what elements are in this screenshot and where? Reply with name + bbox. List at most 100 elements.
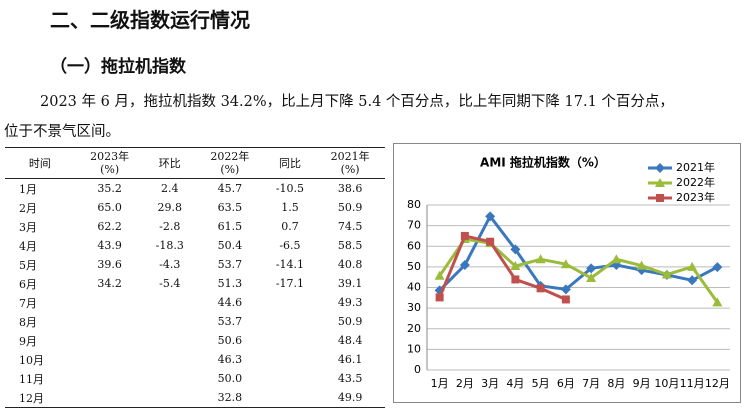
- table-cell: 2.4: [160, 182, 179, 195]
- table-row: 7月 44.6 49.3: [5, 293, 385, 312]
- series-line: [438, 213, 719, 292]
- x-tick-label: 6月: [557, 377, 575, 390]
- y-tick-label: 20: [407, 322, 421, 335]
- table-cell: -18.3: [155, 239, 184, 252]
- y-tick-label: 30: [407, 301, 421, 314]
- point: [510, 244, 521, 255]
- header-cell: 时间: [5, 147, 75, 179]
- table-row: 11月 50.0 43.5: [5, 369, 385, 388]
- table-cell: 1月: [19, 182, 37, 196]
- header-line: 2021年: [330, 150, 370, 163]
- y-tick-label: 0: [414, 363, 421, 376]
- table-cell: 50.9: [337, 201, 363, 214]
- header-line: 环比: [158, 156, 181, 170]
- point: [510, 261, 521, 271]
- table-cell: 50.4: [217, 239, 243, 252]
- header-line: (%): [340, 163, 360, 176]
- paragraph-line: 位于不景气区间。: [4, 124, 120, 140]
- table-cell: 2月: [19, 201, 37, 215]
- chart-frame: [393, 143, 741, 403]
- x-tick-label: 12月: [705, 377, 730, 390]
- table-cell: 63.5: [217, 201, 243, 214]
- table-cell: 40.8: [337, 258, 363, 271]
- point: [661, 269, 672, 279]
- table-cell: 32.8: [194, 388, 265, 408]
- point: [485, 211, 496, 222]
- header-cell: 2023年 (%): [74, 147, 145, 179]
- series-line: [438, 234, 567, 301]
- table-cell: [75, 369, 145, 388]
- header-line: 2022年: [210, 150, 250, 163]
- point: [460, 231, 469, 240]
- point: [611, 260, 622, 271]
- table-cell: [75, 293, 145, 312]
- table: 时间 2023年 (%) 环比 2022年 (%) 同比 2021年 (%) 1月 35.2 2.4 4…: [5, 147, 385, 408]
- x-tick-label: 4月: [506, 377, 524, 390]
- table-cell: 50.6: [217, 334, 243, 347]
- table-cell: [145, 312, 195, 331]
- table-cell: -10.5: [275, 182, 305, 195]
- table-row: 3月 62.2 -2.8 61.5 0.7 74.5: [5, 217, 385, 236]
- legend-label: 2023年: [676, 190, 715, 204]
- table-cell: 74.5: [337, 220, 363, 233]
- table-cell: [75, 312, 145, 331]
- table-cell: 53.7: [217, 258, 243, 271]
- table-cell: 4月: [19, 239, 37, 253]
- table-cell: [75, 350, 145, 369]
- table-row: 5月 39.6 -4.3 53.7 -14.1 40.8: [5, 255, 385, 274]
- table-cell: 11月: [19, 372, 44, 386]
- x-tick-label: 7月: [582, 377, 600, 390]
- table-cell: [145, 293, 195, 312]
- table-cell: 35.2: [97, 182, 122, 195]
- x-tick-label: 5月: [532, 377, 550, 390]
- x-tick-label: 10月: [654, 377, 679, 390]
- table-cell: 48.4: [337, 334, 363, 347]
- table-cell: 62.2: [97, 220, 122, 233]
- x-tick-label: 11月: [680, 377, 705, 390]
- table-cell: -4.3: [159, 258, 181, 271]
- table-cell: 46.1: [337, 353, 363, 366]
- table-cell: 58.5: [337, 239, 363, 252]
- table-cell: 3月: [19, 220, 37, 234]
- point: [535, 254, 546, 264]
- header-line: 同比: [278, 156, 301, 170]
- table-cell: 65.0: [97, 201, 122, 214]
- paragraph-line: 2023 年 6 月，拖拉机指数 34.2%，比上月下降 5.4 个百分点，比上…: [40, 94, 674, 110]
- table-cell: 34.2: [97, 277, 122, 290]
- table-row: 6月 34.2 -5.4 51.3 -17.1 39.1: [5, 274, 385, 293]
- table-cell: 7月: [19, 296, 37, 310]
- point: [511, 275, 520, 284]
- point: [435, 293, 444, 302]
- y-tick-label: 10: [407, 342, 421, 355]
- table-cell: [145, 369, 195, 388]
- table-cell: 44.6: [217, 296, 243, 309]
- point: [459, 260, 470, 271]
- table-cell: -2.8: [159, 220, 181, 233]
- point: [712, 297, 723, 307]
- table-cell: 43.9: [97, 239, 122, 252]
- table-row: 8月 53.7 50.9: [5, 312, 385, 331]
- table-cell: [265, 331, 315, 350]
- table-cell: -5.4: [159, 277, 181, 290]
- legend-label: 2021年: [676, 160, 715, 174]
- point: [656, 194, 664, 202]
- table-cell: 39.6: [97, 258, 122, 271]
- table-cell: 53.7: [217, 315, 243, 328]
- x-tick-label: 2月: [456, 377, 474, 390]
- table-cell: 61.5: [217, 220, 243, 233]
- point: [687, 275, 698, 286]
- y-tick-label: 40: [407, 281, 421, 294]
- table-cell: -17.1: [275, 277, 305, 290]
- table-cell: [144, 388, 195, 408]
- table-cell: 38.6: [337, 182, 363, 195]
- series-line: [438, 237, 719, 304]
- x-tick-label: 1月: [431, 377, 449, 390]
- chart: AMI 拖拉机指数（%） 0 10 20 30 40 50 60 70 80 1月 2月 3月 4月 5月…: [393, 143, 741, 403]
- y-tick-label: 70: [407, 219, 421, 232]
- point: [687, 261, 698, 271]
- table-cell: 10月: [19, 353, 44, 367]
- subheading: （一）拖拉机指数: [50, 57, 186, 77]
- point: [655, 178, 665, 187]
- table-cell: 50.0: [217, 372, 243, 385]
- table-cell: 12月: [5, 388, 75, 408]
